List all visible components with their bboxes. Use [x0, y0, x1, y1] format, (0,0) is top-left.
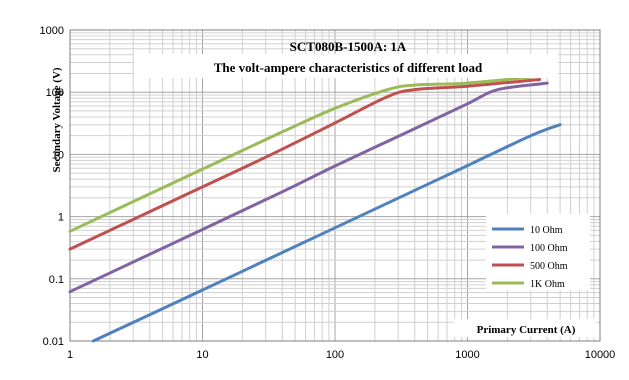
series-line-0 [91, 123, 562, 343]
x-tick-label: 10 [196, 349, 208, 361]
x-tick-labels: 1 10 100 1000 10000 [67, 349, 615, 361]
x-tick-label: 1000 [455, 349, 479, 361]
legend-label: 500 Ohm [530, 261, 568, 272]
legend-label: 10 Ohm [530, 225, 563, 236]
y-tick-label: 0.01 [43, 336, 64, 348]
x-axis-title-background [454, 319, 596, 337]
series-line-3 [68, 75, 533, 233]
x-axis-title: Primary Current (A) [477, 324, 576, 336]
plot-frame [69, 29, 601, 342]
legend-background [486, 214, 590, 290]
chart-subtitle: The volt-ampere characteristics of diffe… [214, 60, 483, 75]
legend-label: 1K Ohm [530, 279, 565, 290]
y-axis-title: Secondary Voltage (V) [51, 67, 63, 172]
series-line-1 [68, 81, 549, 294]
x-tick-label: 1 [67, 349, 73, 361]
y-tick-label: 0.1 [49, 274, 64, 286]
y-tick-label: 10 [52, 149, 64, 161]
chart-title: SCT080B-1500A: 1A [290, 39, 407, 54]
x-tick-label: 10000 [585, 349, 616, 361]
series-layer [68, 75, 562, 343]
y-tick-labels: 0.01 0.1 1 10 100 1000 [40, 25, 64, 348]
legend: 10 Ohm 100 Ohm 500 Ohm 1K Ohm [492, 225, 568, 290]
legend-label: 100 Ohm [530, 243, 568, 254]
x-tick-label: 100 [326, 349, 344, 361]
y-tick-label: 1 [58, 212, 64, 224]
series-line-2 [68, 78, 542, 251]
y-tick-label: 100 [46, 87, 64, 99]
y-tick-label: 1000 [40, 25, 64, 37]
title-background [134, 54, 558, 78]
